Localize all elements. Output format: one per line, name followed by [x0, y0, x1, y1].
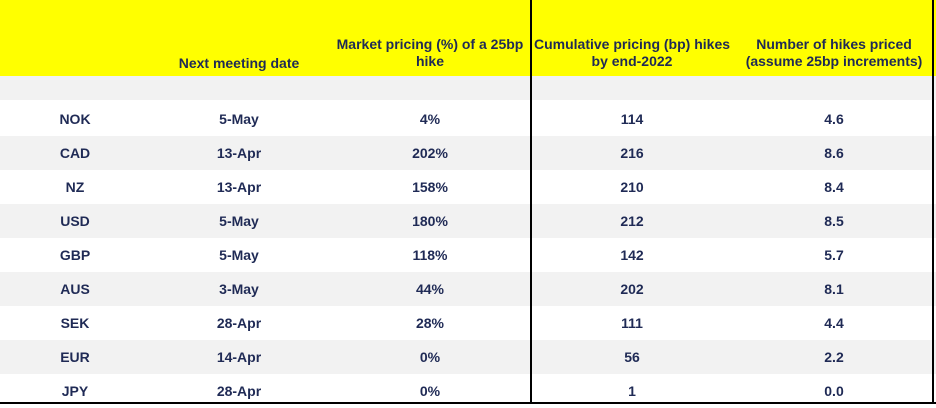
cell-number-of-hikes: 0.0 — [824, 383, 844, 399]
cell-currency: EUR — [60, 349, 90, 365]
cell-next-meeting: 14-Apr — [216, 349, 262, 365]
table-bottom-border — [0, 402, 936, 404]
table-row: NOK 5-May 4% 114 4.6 — [0, 102, 936, 136]
cell-number-of-hikes: 8.4 — [824, 179, 844, 195]
cell-currency: SEK — [60, 315, 90, 331]
table-row: CAD 13-Apr 202% 216 8.6 — [0, 136, 936, 170]
cell-next-meeting: 28-Apr — [216, 383, 262, 399]
cell-market-pricing: 28% — [415, 315, 445, 331]
cell-currency: GBP — [59, 247, 91, 263]
column-divider-left — [530, 0, 532, 404]
cell-cumulative-pricing: 1 — [628, 383, 636, 399]
cell-next-meeting: 5-May — [219, 111, 259, 127]
cell-number-of-hikes: 5.7 — [824, 247, 844, 263]
cell-next-meeting: 13-Apr — [216, 179, 262, 195]
table-row: EUR 14-Apr 0% 56 2.2 — [0, 340, 936, 374]
cell-currency: USD — [60, 213, 90, 229]
cell-cumulative-pricing: 212 — [620, 213, 644, 229]
cell-market-pricing: 0% — [419, 349, 441, 365]
table-row: AUS 3-May 44% 202 8.1 — [0, 272, 936, 306]
cell-cumulative-pricing: 114 — [620, 111, 644, 127]
cell-next-meeting: 5-May — [219, 213, 259, 229]
cell-market-pricing: 118% — [412, 247, 448, 263]
cell-number-of-hikes: 4.6 — [824, 111, 844, 127]
cell-next-meeting: 5-May — [219, 247, 259, 263]
cell-cumulative-pricing: 216 — [620, 145, 644, 161]
cell-number-of-hikes: 8.1 — [824, 281, 844, 297]
cell-market-pricing: 158% — [412, 179, 448, 195]
header-market-pricing: Market pricing (%) of a 25bp hike — [336, 36, 524, 69]
cell-number-of-hikes: 4.4 — [824, 315, 844, 331]
cell-market-pricing: 0% — [419, 383, 441, 399]
header-next-meeting: Next meeting date — [178, 55, 300, 71]
table-row: SEK 28-Apr 28% 111 4.4 — [0, 306, 936, 340]
cell-number-of-hikes: 8.6 — [824, 145, 844, 161]
cell-currency: CAD — [59, 145, 91, 161]
header-cumulative-pricing: Cumulative pricing (bp) hikes by end-202… — [533, 36, 731, 69]
cell-currency: AUS — [60, 281, 90, 297]
cell-cumulative-pricing: 210 — [620, 179, 644, 195]
cell-cumulative-pricing: 111 — [621, 315, 643, 331]
table-row: USD 5-May 180% 212 8.5 — [0, 204, 936, 238]
table-row: JPY 28-Apr 0% 1 0.0 — [0, 374, 936, 408]
cell-market-pricing: 4% — [419, 111, 441, 127]
table-header: Next meeting date Market pricing (%) of … — [0, 0, 936, 76]
cell-number-of-hikes: 2.2 — [824, 349, 844, 365]
header-number-of-hikes: Number of hikes priced (assume 25bp incr… — [745, 36, 923, 69]
cell-market-pricing: 44% — [415, 281, 445, 297]
cell-next-meeting: 3-May — [219, 281, 259, 297]
cell-next-meeting: 13-Apr — [216, 145, 262, 161]
cell-currency: NOK — [59, 111, 91, 127]
header-currency — [0, 0, 150, 76]
cell-cumulative-pricing: 56 — [624, 349, 640, 365]
table-row: GBP 5-May 118% 142 5.7 — [0, 238, 936, 272]
cell-next-meeting: 28-Apr — [216, 315, 262, 331]
cell-number-of-hikes: 8.5 — [824, 213, 844, 229]
table-row: NZ 13-Apr 158% 210 8.4 — [0, 170, 936, 204]
cell-currency: NZ — [65, 179, 85, 195]
cell-cumulative-pricing: 142 — [620, 247, 644, 263]
column-divider-right — [932, 0, 934, 404]
cell-currency: JPY — [61, 383, 89, 399]
header-spacer — [0, 76, 936, 100]
cell-market-pricing: 180% — [412, 213, 448, 229]
cell-market-pricing: 202% — [412, 145, 448, 161]
cell-cumulative-pricing: 202 — [620, 281, 644, 297]
